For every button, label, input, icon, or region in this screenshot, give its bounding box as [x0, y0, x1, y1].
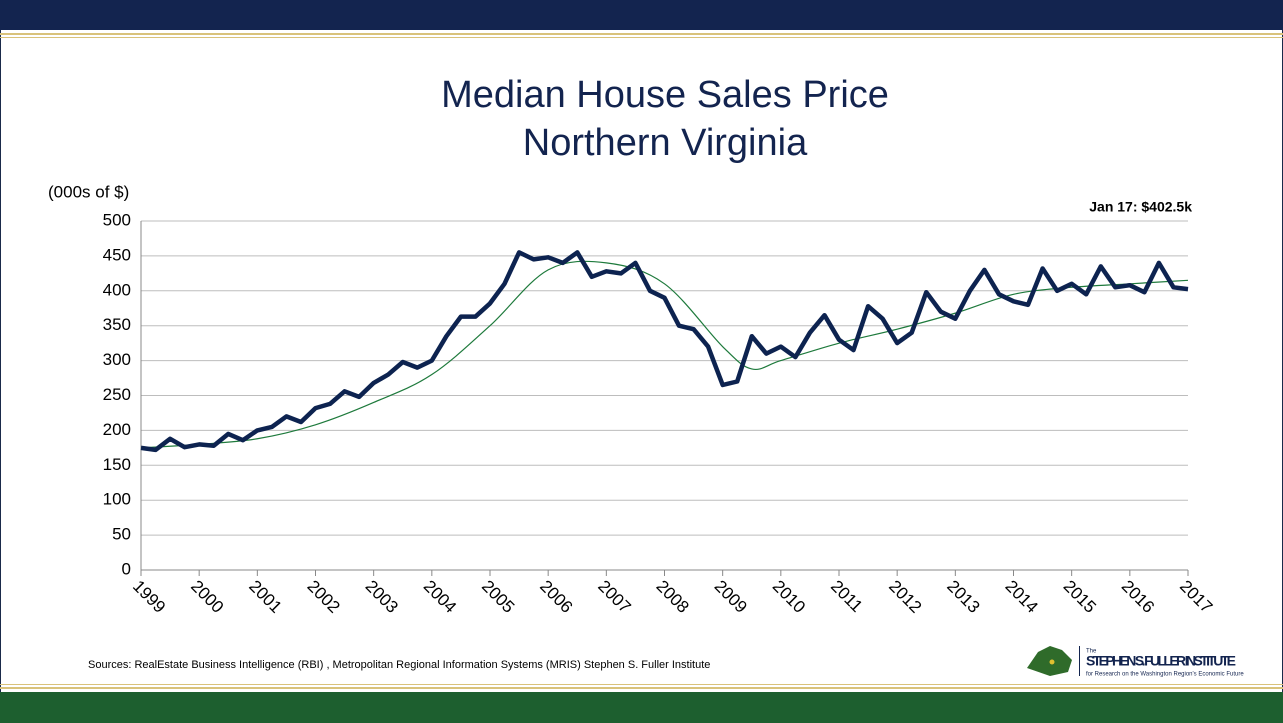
top-bar [0, 0, 1283, 30]
top-rule [0, 33, 1283, 35]
y-tick-label: 450 [103, 245, 131, 264]
sources: Sources: RealEstate Business Intelligenc… [88, 659, 710, 671]
top-rule-thin [0, 37, 1283, 38]
y-tick-label: 350 [103, 315, 131, 334]
logo-dot [1049, 659, 1055, 665]
logo-small: The [1086, 649, 1097, 655]
chart-title: Median House Sales Price [441, 74, 889, 116]
y-tick-label: 400 [103, 280, 131, 299]
bottom-bar [0, 692, 1283, 723]
logo: The STEPHEN S. FULLER INSTITUTE for Rese… [1027, 646, 1244, 678]
y-tick-label: 150 [103, 455, 131, 474]
logo-map [1027, 646, 1072, 676]
y-axis-label: (000s of $) [48, 182, 129, 201]
y-tick-label: 50 [112, 525, 131, 544]
y-tick-label: 200 [103, 420, 131, 439]
chart-subtitle: Northern Virginia [523, 122, 808, 164]
y-tick-label: 500 [103, 210, 131, 229]
logo-name: STEPHEN S. FULLER INSTITUTE [1086, 653, 1236, 669]
annotation: Jan 17: $402.5k [1089, 199, 1192, 215]
logo-tagline: for Research on the Washington Region's … [1086, 672, 1244, 678]
bottom-rule-thin [0, 684, 1283, 685]
y-tick-label: 100 [103, 490, 131, 509]
y-tick-label: 0 [122, 559, 131, 578]
logo-divider [1079, 646, 1080, 676]
bottom-rule [0, 687, 1283, 689]
price-line [140, 250, 1189, 453]
y-tick-label: 250 [103, 385, 131, 404]
y-tick-label: 300 [103, 350, 131, 369]
